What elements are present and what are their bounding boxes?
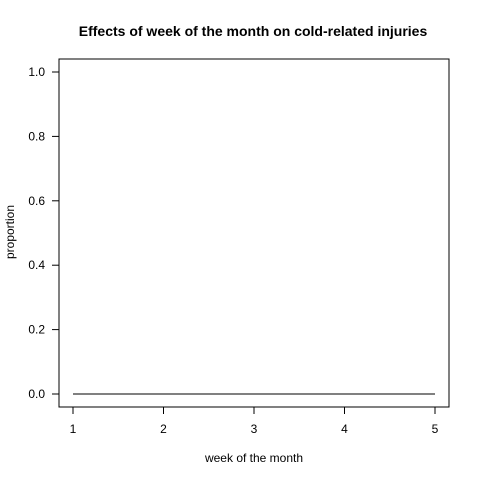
x-tick-label: 4 bbox=[341, 422, 348, 436]
x-tick-label: 1 bbox=[70, 422, 77, 436]
chart-title: Effects of week of the month on cold-rel… bbox=[79, 23, 428, 39]
y-axis-label: proportion bbox=[3, 205, 17, 259]
y-tick-label: 0.6 bbox=[28, 194, 45, 208]
x-tick-label: 3 bbox=[251, 422, 258, 436]
x-axis-label: week of the month bbox=[204, 451, 303, 465]
plot-frame bbox=[58, 58, 450, 408]
x-tick-label: 5 bbox=[432, 422, 439, 436]
y-tick-label: 0.4 bbox=[28, 258, 45, 272]
x-axis: 1 2 3 4 5 bbox=[70, 407, 439, 436]
y-axis: 0.0 0.2 0.4 0.6 0.8 1.0 bbox=[28, 65, 59, 401]
x-tick-label: 2 bbox=[160, 422, 167, 436]
y-tick-label: 0.0 bbox=[28, 387, 45, 401]
y-tick-label: 1.0 bbox=[28, 65, 45, 79]
y-tick-label: 0.8 bbox=[28, 129, 45, 143]
y-tick-label: 0.2 bbox=[28, 323, 45, 337]
